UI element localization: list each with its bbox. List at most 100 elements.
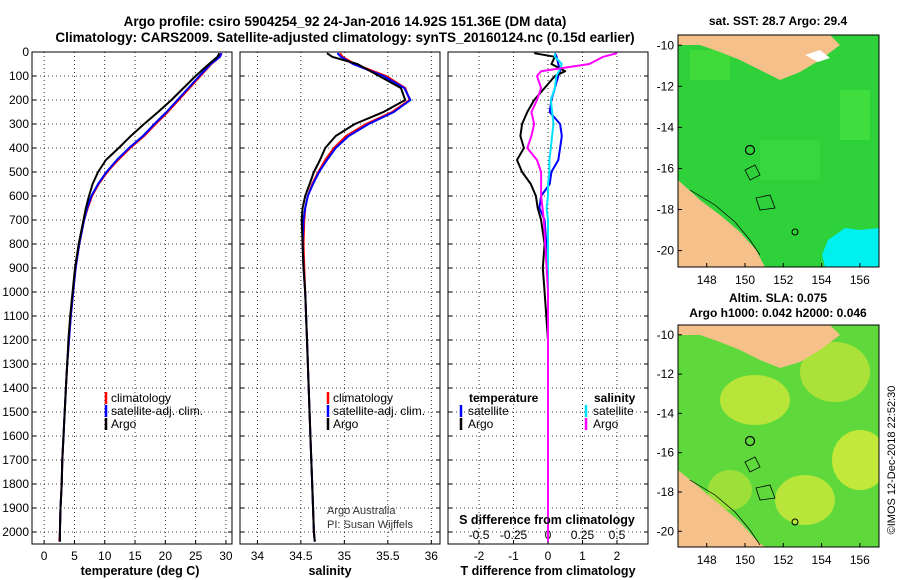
difference-legend: temperature satellite Argo salinity sate… bbox=[459, 391, 636, 431]
argo-position-marker bbox=[744, 435, 756, 447]
depth-tick-label: 1000 bbox=[2, 285, 29, 299]
sst-patch bbox=[760, 140, 820, 180]
sla-map: Altim. SLA: 0.075 Argo h1000: 0.042 h200… bbox=[657, 291, 880, 567]
credit-line1: Argo Australia bbox=[327, 505, 396, 517]
depth-tick-label: 1300 bbox=[2, 357, 29, 371]
credit-line2: PI: Susan Wijffels bbox=[327, 519, 413, 531]
land-australia bbox=[678, 470, 765, 547]
salinity-panel: 34 34.5 35 35.5 36 salinity climatology sate… bbox=[239, 51, 441, 578]
lon-tick-label: 148 bbox=[697, 553, 717, 567]
lon-tick-label: 152 bbox=[773, 553, 793, 567]
x-tick-label: -2 bbox=[474, 549, 485, 563]
sla-high-patch bbox=[832, 430, 879, 490]
sst-map-frame bbox=[677, 34, 880, 268]
legend-argo-label: Argo bbox=[111, 417, 137, 431]
island bbox=[805, 50, 830, 62]
reef-marker bbox=[791, 228, 799, 236]
lat-tick-label: -16 bbox=[657, 446, 675, 460]
lat-tick-label: -18 bbox=[657, 485, 675, 499]
depth-tick-label: 500 bbox=[9, 165, 29, 179]
depth-tick-label: 300 bbox=[9, 117, 29, 131]
legend-satellite-label: satellite-adj. clim. bbox=[333, 404, 425, 418]
depth-tick-label: 800 bbox=[9, 237, 29, 251]
s-diff-tick-label: -0.5 bbox=[469, 528, 490, 542]
legend-s-argo-label: Argo bbox=[593, 417, 619, 431]
lat-tick-label: -18 bbox=[657, 203, 675, 217]
temperature-panel: 0100200300400500600700800900100011001200… bbox=[2, 45, 233, 578]
sla-high-patch bbox=[720, 375, 790, 425]
lon-tick-label: 156 bbox=[850, 553, 870, 567]
lon-tick-label: 152 bbox=[773, 273, 793, 287]
x-tick-label: -1 bbox=[508, 549, 519, 563]
sla-high-patch bbox=[775, 475, 835, 525]
x-tick-label: 25 bbox=[189, 549, 203, 563]
sst-patch bbox=[840, 90, 870, 140]
x-tick-label: 20 bbox=[159, 549, 173, 563]
sst-lat-ticks: -10 -12 -14 -16 -18 -20 bbox=[657, 38, 682, 258]
depth-tick-label: 1100 bbox=[3, 309, 29, 323]
legend-climatology-label: climatology bbox=[111, 391, 171, 405]
lon-tick-label: 154 bbox=[812, 553, 832, 567]
sla-map-title-line1: Altim. SLA: 0.075 bbox=[729, 291, 827, 305]
x-tick-label: 0 bbox=[545, 549, 552, 563]
depth-tick-label: 600 bbox=[9, 189, 29, 203]
sla-map-title-line2: Argo h1000: 0.042 h2000: 0.046 bbox=[689, 306, 867, 320]
reef-marker bbox=[791, 518, 799, 526]
x-tick-label: 5 bbox=[71, 549, 78, 563]
s-diff-tick-label: -0.25 bbox=[500, 528, 528, 542]
x-tick-label: 35 bbox=[338, 549, 352, 563]
lon-tick-label: 148 bbox=[697, 273, 717, 287]
sst-cyan-patch bbox=[822, 228, 879, 267]
lat-tick-label: -14 bbox=[657, 120, 675, 134]
lon-tick-label: 150 bbox=[735, 553, 755, 567]
x-tick-label: 34.5 bbox=[289, 549, 313, 563]
difference-panel: -2 -1 0 1 2 -0.5 -0.25 0 0.25 0.5 T difference f… bbox=[447, 51, 649, 578]
legend-climatology-label: climatology bbox=[333, 391, 393, 405]
t-difference-axis-label: T difference from climatology bbox=[460, 564, 635, 578]
lat-tick-label: -20 bbox=[657, 524, 675, 538]
x-tick-label: 1 bbox=[579, 549, 586, 563]
lon-tick-label: 156 bbox=[850, 273, 870, 287]
depth-tick-label: 700 bbox=[9, 213, 29, 227]
legend-s-satellite-label: satellite bbox=[593, 404, 634, 418]
s-diff-tick-label: 0.5 bbox=[609, 528, 626, 542]
lat-tick-label: -10 bbox=[657, 328, 675, 342]
legend-temperature-title: temperature bbox=[469, 391, 539, 405]
x-tick-label: 10 bbox=[98, 549, 112, 563]
salinity-plot-frame bbox=[239, 51, 441, 545]
sla-high-patch bbox=[800, 342, 870, 402]
x-tick-label: 30 bbox=[219, 549, 233, 563]
lat-tick-label: -20 bbox=[657, 244, 675, 258]
depth-tick-label: 1800 bbox=[2, 477, 29, 491]
legend-t-satellite-label: satellite bbox=[468, 404, 509, 418]
bathymetry-contour bbox=[689, 189, 761, 256]
sla-map-frame bbox=[677, 324, 880, 548]
figure-title-line2: Climatology: CARS2009. Satellite-adjuste… bbox=[55, 30, 634, 45]
depth-tick-label: 1600 bbox=[2, 429, 29, 443]
sla-lat-ticks: -10 -12 -14 -16 -18 -20 bbox=[657, 328, 682, 538]
sst-patch bbox=[690, 50, 730, 80]
legend-argo-label: Argo bbox=[333, 417, 359, 431]
temperature-legend: climatology satellite-adj. clim. Argo bbox=[104, 391, 203, 431]
lat-tick-label: -12 bbox=[657, 367, 675, 381]
x-tick-label: 36 bbox=[425, 549, 439, 563]
imos-watermark: ©IMOS 12-Dec-2018 22:52:30 bbox=[886, 386, 898, 535]
depth-tick-label: 200 bbox=[9, 93, 29, 107]
reef-outline bbox=[744, 164, 776, 211]
lat-tick-label: -16 bbox=[657, 161, 675, 175]
depth-tick-label: 900 bbox=[9, 261, 29, 275]
temperature-axis-label: temperature (deg C) bbox=[81, 564, 200, 578]
s-diff-tick-label: 0.25 bbox=[571, 528, 595, 542]
depth-tick-label: 1500 bbox=[2, 405, 29, 419]
x-tick-label: 34 bbox=[251, 549, 265, 563]
sst-lon-ticks: 148 150 152 154 156 bbox=[697, 263, 870, 287]
depth-tick-label: 2000 bbox=[2, 525, 29, 539]
sla-high-patch bbox=[708, 470, 752, 510]
lon-tick-label: 150 bbox=[735, 273, 755, 287]
lat-tick-label: -14 bbox=[657, 406, 675, 420]
land-australia bbox=[678, 180, 765, 267]
land-png bbox=[678, 325, 840, 368]
series-argo bbox=[300, 52, 407, 542]
depth-tick-label: 0 bbox=[22, 45, 29, 59]
sla-lon-ticks: 148 150 152 154 156 bbox=[697, 543, 870, 567]
